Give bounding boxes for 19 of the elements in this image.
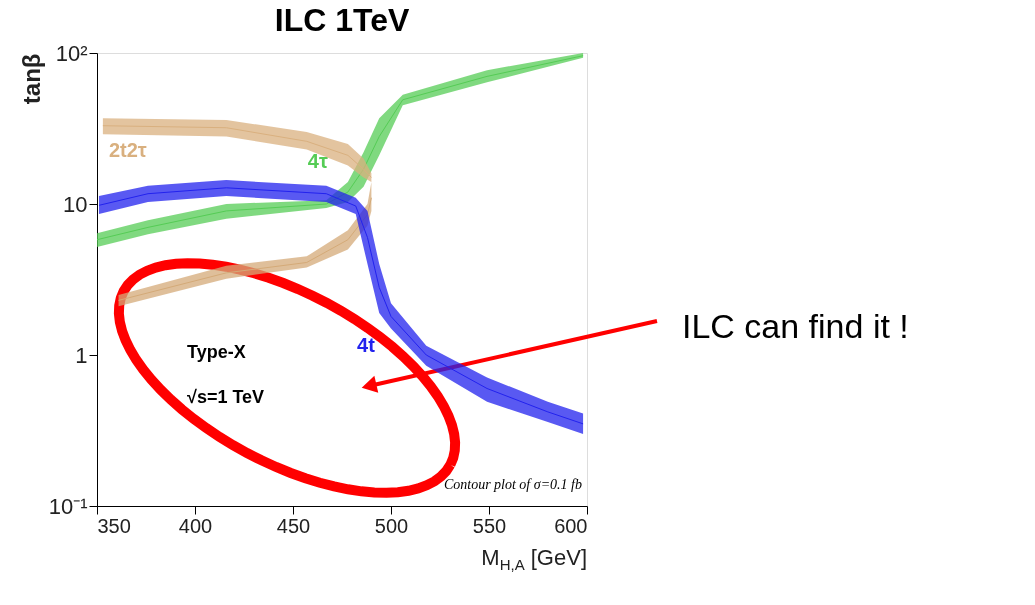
x-tick-label: 350 bbox=[97, 514, 131, 537]
x-tick-label: 500 bbox=[374, 514, 409, 537]
x-tick-label: 400 bbox=[178, 514, 213, 537]
x-tick-label: 600 bbox=[554, 514, 588, 537]
y-tick-label: 10⁻¹ bbox=[48, 493, 88, 519]
y-tick-label: 10 bbox=[63, 191, 88, 217]
x-tick-label: 450 bbox=[276, 514, 311, 537]
series-label: 2t2τ bbox=[108, 138, 147, 161]
series-label: 4t bbox=[357, 334, 376, 357]
y-axis-title: tanβ bbox=[17, 53, 45, 105]
series-label: 4τ bbox=[307, 150, 328, 173]
text: ILC can find it ! bbox=[682, 307, 909, 345]
x-tick-label: 550 bbox=[472, 514, 507, 537]
annotation: √s=1 TeV bbox=[187, 387, 265, 407]
y-tick-label: 10² bbox=[55, 40, 88, 66]
y-tick-label: 1 bbox=[75, 342, 88, 368]
chart-title: ILC 1TeV bbox=[274, 2, 410, 38]
annotation: Type-X bbox=[187, 342, 246, 362]
annotation: Contour plot of σ=0.1 fb bbox=[443, 477, 582, 492]
